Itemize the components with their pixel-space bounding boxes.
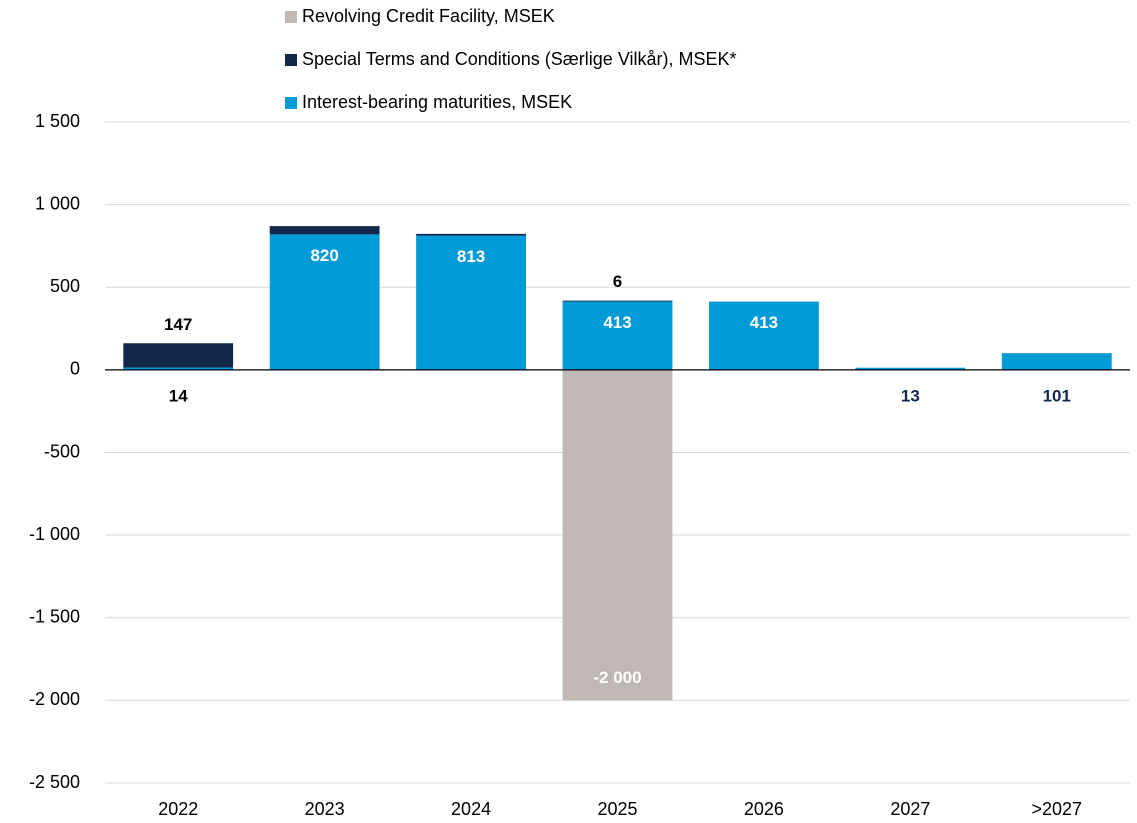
data-label: 413	[603, 313, 631, 332]
data-label: 6	[613, 272, 622, 291]
legend-label: Revolving Credit Facility, MSEK	[302, 6, 555, 26]
x-tick-label: 2023	[305, 799, 345, 819]
legend-label: Interest-bearing maturities, MSEK	[302, 92, 572, 112]
legend-swatch	[285, 97, 297, 109]
bar	[562, 301, 673, 370]
bar	[709, 301, 819, 370]
y-tick-label: 1 500	[35, 111, 80, 131]
x-tick-label: 2024	[451, 799, 491, 819]
data-label: 147	[164, 315, 192, 334]
x-tick-label: 2022	[158, 799, 198, 819]
data-label: 13	[901, 386, 920, 405]
bar	[1001, 353, 1112, 370]
bar	[562, 369, 673, 701]
y-tick-label: -1 000	[29, 524, 80, 544]
bar	[562, 300, 673, 302]
data-label: 813	[457, 247, 485, 266]
y-tick-label: -2 500	[29, 772, 80, 792]
bar	[416, 233, 526, 236]
x-tick-label: 2027	[890, 799, 930, 819]
legend-swatch	[285, 54, 297, 66]
bar	[269, 234, 380, 370]
y-tick-label: -2 000	[29, 689, 80, 709]
y-tick-label: 0	[70, 359, 80, 379]
data-label: 413	[750, 313, 778, 332]
data-label: 820	[310, 246, 338, 265]
bar	[855, 367, 966, 370]
bar	[416, 235, 526, 370]
legend-label: Special Terms and Conditions (Særlige Vi…	[302, 49, 737, 69]
x-tick-label: 2026	[744, 799, 784, 819]
data-label: 14	[169, 386, 188, 405]
data-label: 101	[1043, 386, 1071, 405]
x-tick-label: >2027	[1032, 799, 1083, 819]
y-tick-label: -1 500	[29, 607, 80, 627]
legend-swatch	[285, 11, 297, 23]
bar	[123, 343, 234, 368]
data-label: -2 000	[593, 668, 641, 687]
x-tick-label: 2025	[597, 799, 637, 819]
y-tick-label: -500	[44, 441, 80, 461]
y-tick-label: 500	[50, 276, 80, 296]
bar	[269, 226, 380, 235]
bar	[123, 367, 234, 370]
y-tick-label: 1 000	[35, 193, 80, 213]
